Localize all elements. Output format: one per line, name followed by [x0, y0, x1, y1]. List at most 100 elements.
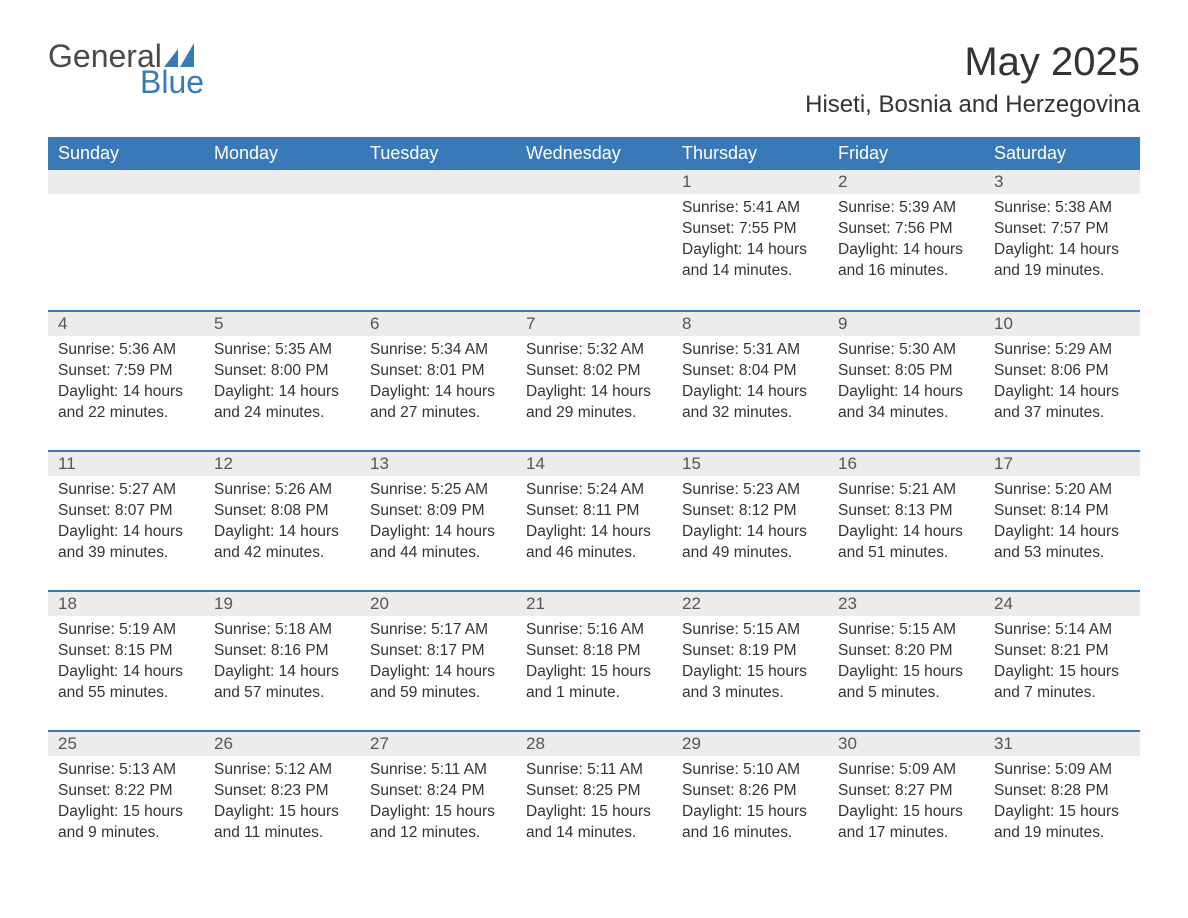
sunset-text: Sunset: 8:14 PM	[994, 501, 1130, 522]
calendar-day-cell: 14 Sunrise: 5:24 AMSunset: 8:11 PMDayligh…	[516, 450, 672, 590]
daylight-text: Daylight: 15 hours and 14 minutes.	[526, 802, 662, 844]
calendar-day-cell	[360, 170, 516, 310]
day-number: 22	[672, 590, 828, 616]
daylight-text: Daylight: 14 hours and 39 minutes.	[58, 522, 194, 564]
day-number: 28	[516, 730, 672, 756]
logo-word2: Blue	[140, 66, 204, 98]
day-number: 17	[984, 450, 1140, 476]
day-data: Sunrise: 5:26 AMSunset: 8:08 PMDaylight:…	[204, 476, 360, 572]
month-title: May 2025	[805, 40, 1140, 85]
sunrise-text: Sunrise: 5:25 AM	[370, 480, 506, 501]
sunset-text: Sunset: 7:55 PM	[682, 219, 818, 240]
day-number: 10	[984, 310, 1140, 336]
sunrise-text: Sunrise: 5:11 AM	[526, 760, 662, 781]
calendar-week-row: 18Sunrise: 5:19 AMSunset: 8:15 PMDayligh…	[48, 590, 1140, 730]
day-data: Sunrise: 5:18 AMSunset: 8:16 PMDaylight:…	[204, 616, 360, 712]
sunrise-text: Sunrise: 5:23 AM	[682, 480, 818, 501]
calendar-week-row: 25Sunrise: 5:13 AMSunset: 8:22 PMDayligh…	[48, 730, 1140, 870]
day-number: 27	[360, 730, 516, 756]
daylight-text: Daylight: 15 hours and 5 minutes.	[838, 662, 974, 704]
day-data: Sunrise: 5:32 AMSunset: 8:02 PMDaylight:…	[516, 336, 672, 432]
day-number: 14	[516, 450, 672, 476]
sunrise-text: Sunrise: 5:32 AM	[526, 340, 662, 361]
daylight-text: Daylight: 14 hours and 34 minutes.	[838, 382, 974, 424]
day-data: Sunrise: 5:11 AMSunset: 8:25 PMDaylight:…	[516, 756, 672, 852]
calendar-day-cell	[48, 170, 204, 310]
sunset-text: Sunset: 8:24 PM	[370, 781, 506, 802]
sunset-text: Sunset: 8:23 PM	[214, 781, 350, 802]
day-data: Sunrise: 5:17 AMSunset: 8:17 PMDaylight:…	[360, 616, 516, 712]
calendar-day-cell: 2Sunrise: 5:39 AMSunset: 7:56 PMDaylight…	[828, 170, 984, 310]
day-number: 31	[984, 730, 1140, 756]
sunset-text: Sunset: 8:06 PM	[994, 361, 1130, 382]
sunset-text: Sunset: 8:16 PM	[214, 641, 350, 662]
calendar-day-cell: 30Sunrise: 5:09 AMSunset: 8:27 PMDayligh…	[828, 730, 984, 870]
day-number: 23	[828, 590, 984, 616]
day-number	[360, 170, 516, 194]
day-number	[204, 170, 360, 194]
daylight-text: Daylight: 14 hours and 46 minutes.	[526, 522, 662, 564]
sunset-text: Sunset: 8:19 PM	[682, 641, 818, 662]
day-data: Sunrise: 5:34 AMSunset: 8:01 PMDaylight:…	[360, 336, 516, 432]
weekday-header: Wednesday	[516, 137, 672, 170]
calendar-day-cell: 23Sunrise: 5:15 AMSunset: 8:20 PMDayligh…	[828, 590, 984, 730]
calendar-day-cell: 18Sunrise: 5:19 AMSunset: 8:15 PMDayligh…	[48, 590, 204, 730]
calendar-day-cell: 31Sunrise: 5:09 AMSunset: 8:28 PMDayligh…	[984, 730, 1140, 870]
day-number: 15	[672, 450, 828, 476]
calendar-day-cell: 27Sunrise: 5:11 AMSunset: 8:24 PMDayligh…	[360, 730, 516, 870]
day-data: Sunrise: 5:27 AMSunset: 8:07 PMDaylight:…	[48, 476, 204, 572]
sunset-text: Sunset: 8:27 PM	[838, 781, 974, 802]
sunset-text: Sunset: 8:21 PM	[994, 641, 1130, 662]
day-number: 20	[360, 590, 516, 616]
day-data: Sunrise: 5:15 AMSunset: 8:19 PMDaylight:…	[672, 616, 828, 712]
sunset-text: Sunset: 8:00 PM	[214, 361, 350, 382]
sunset-text: Sunset: 8:11 PM	[526, 501, 662, 522]
day-number: 12	[204, 450, 360, 476]
weekday-header: Tuesday	[360, 137, 516, 170]
day-data: Sunrise: 5:19 AMSunset: 8:15 PMDaylight:…	[48, 616, 204, 712]
day-number: 26	[204, 730, 360, 756]
sunrise-text: Sunrise: 5:10 AM	[682, 760, 818, 781]
sunrise-text: Sunrise: 5:29 AM	[994, 340, 1130, 361]
calendar-day-cell: 19Sunrise: 5:18 AMSunset: 8:16 PMDayligh…	[204, 590, 360, 730]
daylight-text: Daylight: 15 hours and 1 minute.	[526, 662, 662, 704]
weekday-header: Monday	[204, 137, 360, 170]
day-data: Sunrise: 5:15 AMSunset: 8:20 PMDaylight:…	[828, 616, 984, 712]
sunrise-text: Sunrise: 5:16 AM	[526, 620, 662, 641]
daylight-text: Daylight: 15 hours and 12 minutes.	[370, 802, 506, 844]
calendar-day-cell: 11Sunrise: 5:27 AMSunset: 8:07 PMDayligh…	[48, 450, 204, 590]
sunrise-text: Sunrise: 5:21 AM	[838, 480, 974, 501]
daylight-text: Daylight: 14 hours and 57 minutes.	[214, 662, 350, 704]
day-number: 19	[204, 590, 360, 616]
day-number	[516, 170, 672, 194]
sunset-text: Sunset: 8:07 PM	[58, 501, 194, 522]
sunset-text: Sunset: 8:12 PM	[682, 501, 818, 522]
daylight-text: Daylight: 14 hours and 44 minutes.	[370, 522, 506, 564]
day-number: 13	[360, 450, 516, 476]
day-data: Sunrise: 5:11 AMSunset: 8:24 PMDaylight:…	[360, 756, 516, 852]
day-data: Sunrise: 5:21 AMSunset: 8:13 PMDaylight:…	[828, 476, 984, 572]
day-number: 25	[48, 730, 204, 756]
daylight-text: Daylight: 14 hours and 37 minutes.	[994, 382, 1130, 424]
sunrise-text: Sunrise: 5:26 AM	[214, 480, 350, 501]
calendar-day-cell: 25Sunrise: 5:13 AMSunset: 8:22 PMDayligh…	[48, 730, 204, 870]
calendar-table: Sunday Monday Tuesday Wednesday Thursday…	[48, 137, 1140, 870]
calendar-day-cell: 5Sunrise: 5:35 AMSunset: 8:00 PMDaylight…	[204, 310, 360, 450]
calendar-day-cell: 3Sunrise: 5:38 AMSunset: 7:57 PMDaylight…	[984, 170, 1140, 310]
daylight-text: Daylight: 14 hours and 14 minutes.	[682, 240, 818, 282]
calendar-day-cell: 6Sunrise: 5:34 AMSunset: 8:01 PMDaylight…	[360, 310, 516, 450]
day-number: 24	[984, 590, 1140, 616]
calendar-day-cell: 16Sunrise: 5:21 AMSunset: 8:13 PMDayligh…	[828, 450, 984, 590]
daylight-text: Daylight: 14 hours and 19 minutes.	[994, 240, 1130, 282]
sunrise-text: Sunrise: 5:24 AM	[526, 480, 662, 501]
day-number: 2	[828, 170, 984, 194]
day-data: Sunrise: 5:41 AMSunset: 7:55 PMDaylight:…	[672, 194, 828, 290]
day-number: 18	[48, 590, 204, 616]
sunrise-text: Sunrise: 5:35 AM	[214, 340, 350, 361]
sunset-text: Sunset: 8:20 PM	[838, 641, 974, 662]
calendar-body: 1Sunrise: 5:41 AMSunset: 7:55 PMDaylight…	[48, 170, 1140, 870]
day-number: 21	[516, 590, 672, 616]
sunrise-text: Sunrise: 5:14 AM	[994, 620, 1130, 641]
sunrise-text: Sunrise: 5:13 AM	[58, 760, 194, 781]
daylight-text: Daylight: 15 hours and 7 minutes.	[994, 662, 1130, 704]
